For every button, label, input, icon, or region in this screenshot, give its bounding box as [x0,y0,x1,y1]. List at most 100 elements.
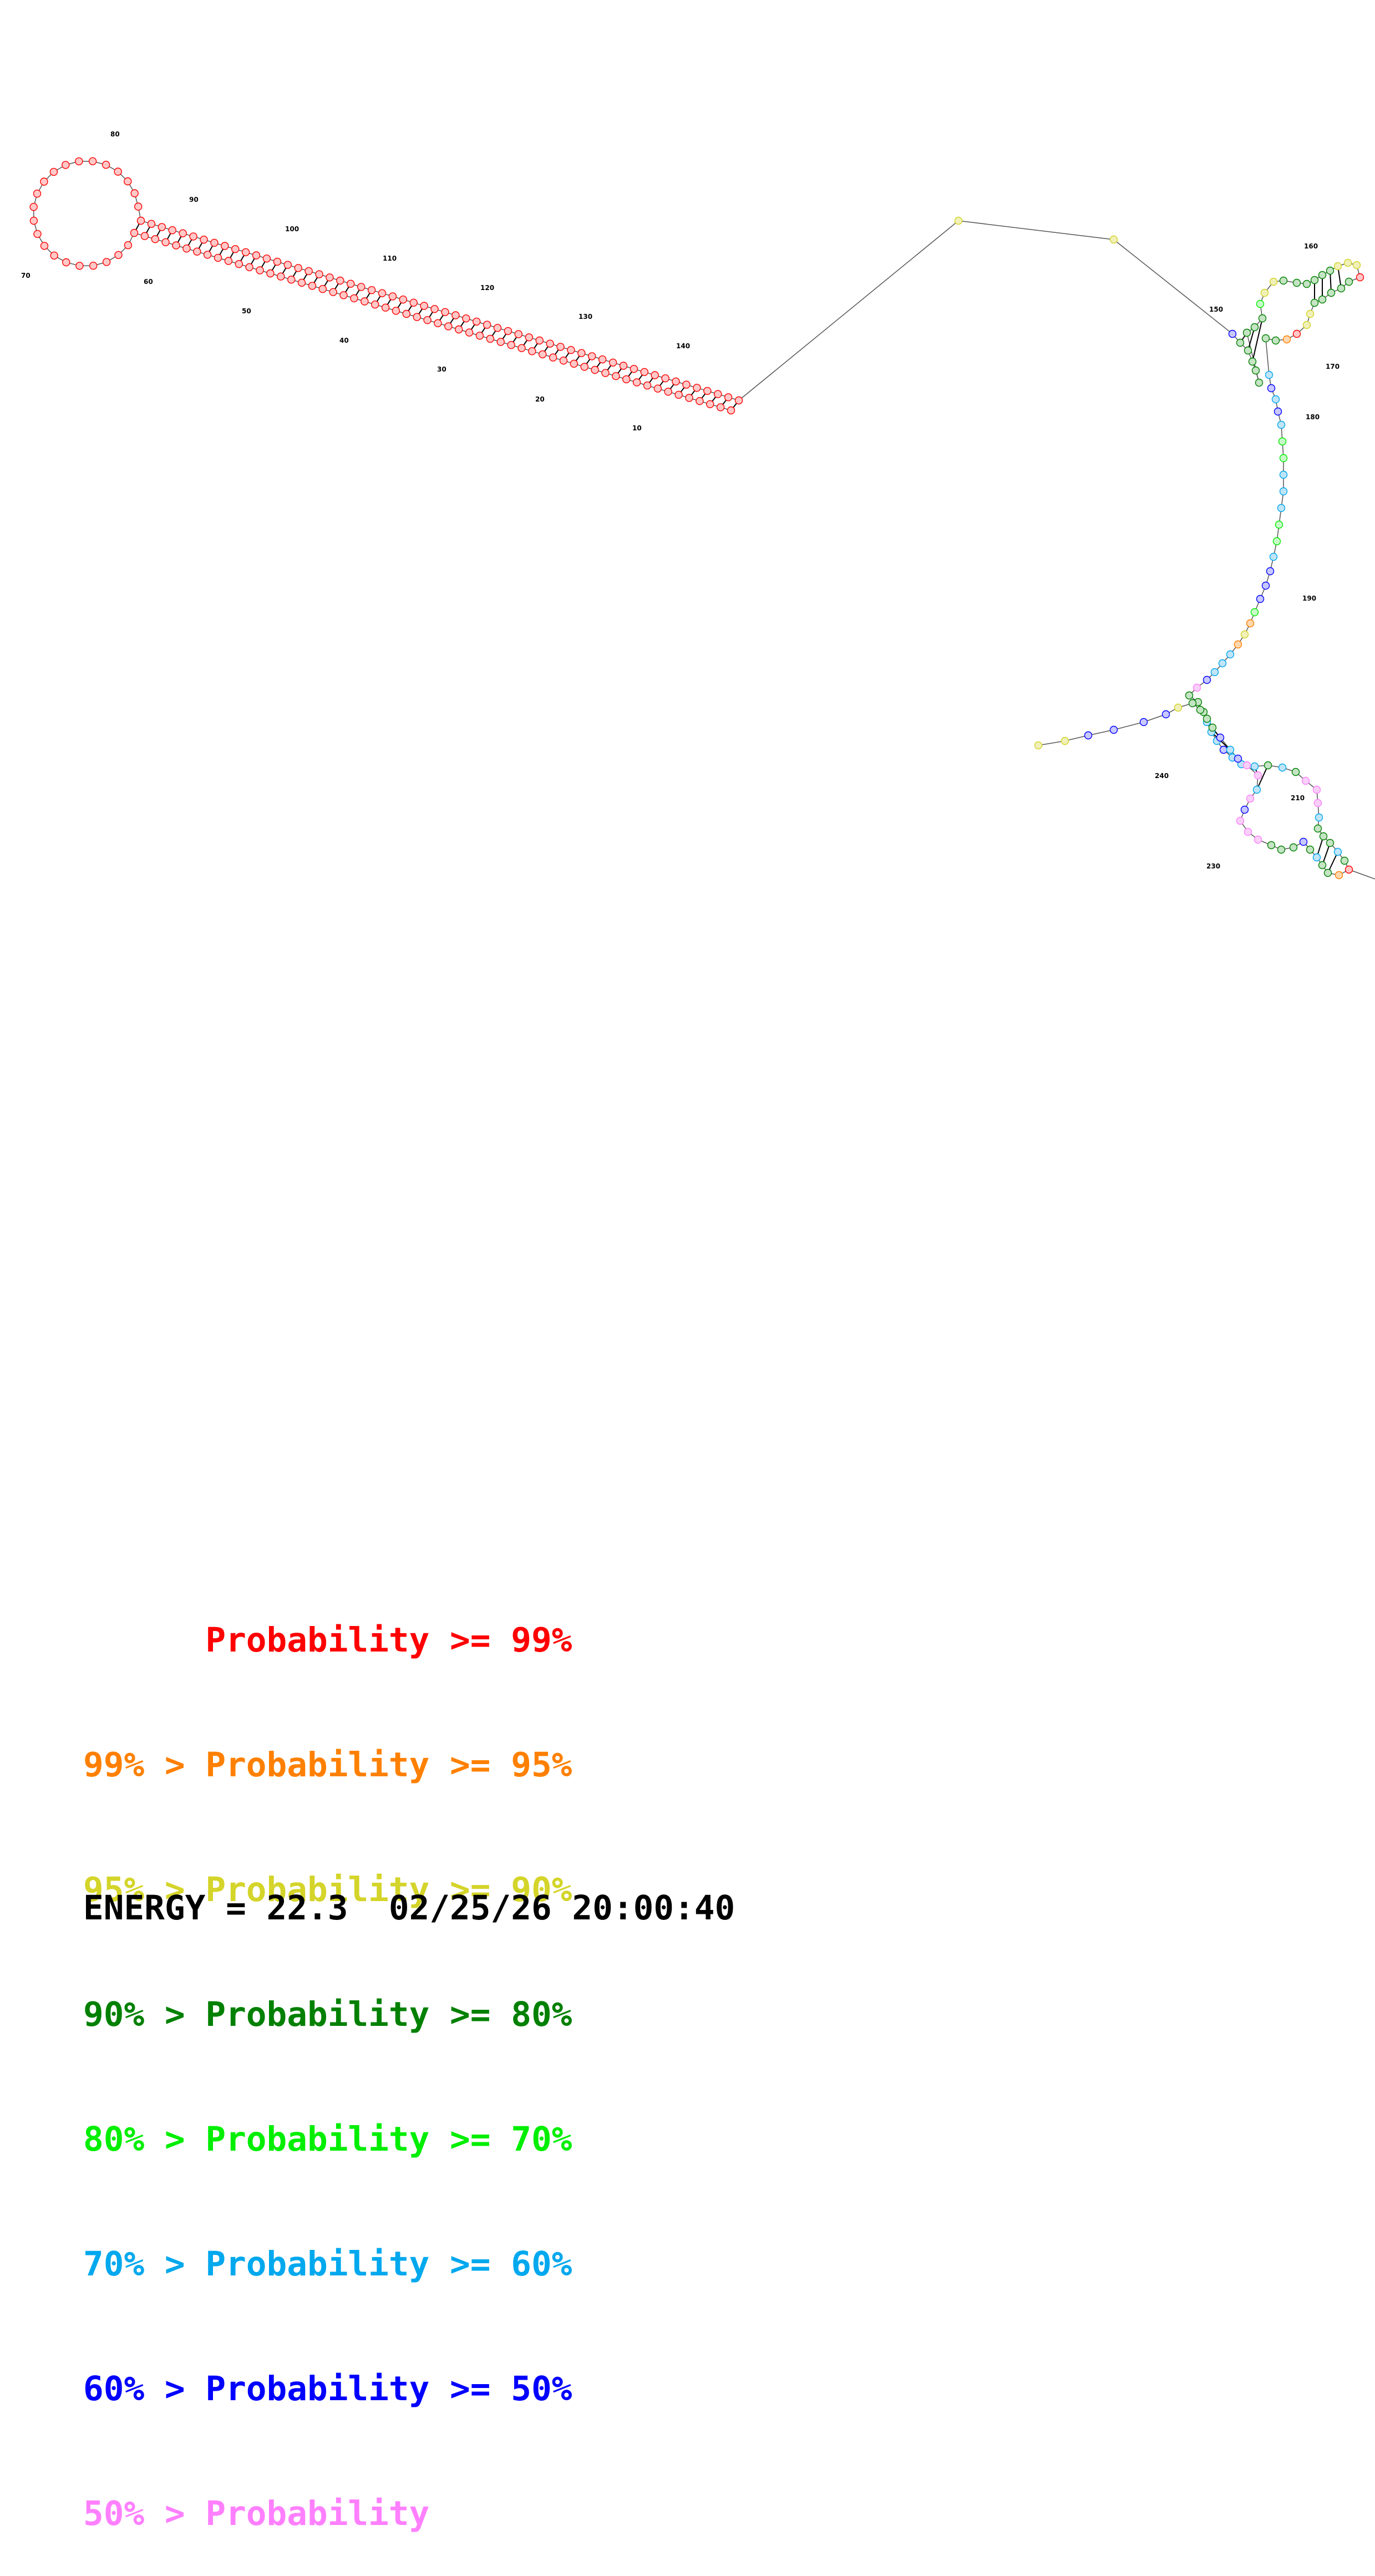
nucleotide-18 [549,353,557,362]
nucleotide-135 [703,387,712,395]
nucleotide-27 [455,325,463,334]
nucleotide-52 [193,247,201,256]
nucleotide-208 [1250,762,1259,771]
nucleotide-90 [231,245,240,253]
nucleotide-219 [1333,847,1342,856]
pos-label-160: 160 [1304,242,1318,250]
nucleotide-93 [262,255,271,263]
nucleotide-72 [49,167,58,176]
nucleotide-126 [608,358,617,367]
nucleotide-197 [1203,675,1211,684]
nucleotide-158 [1326,266,1335,275]
nucleotide-233 [1236,816,1245,825]
nucleotide-62 [89,261,98,270]
nucleotide-209 [1264,761,1272,770]
nucleotide-139 [954,216,963,225]
nucleotide-137 [724,393,733,402]
nucleotide-236 [1252,785,1261,794]
nucleotide-186 [1269,552,1278,561]
nucleotide-112 [462,314,470,323]
nucleotide-147 [1242,328,1251,337]
nucleotide-163 [1344,277,1353,286]
nucleotide-239 [1234,754,1242,763]
nucleotide-214 [1313,799,1322,807]
nucleotide-94 [273,257,282,266]
nucleotide-88 [210,238,219,247]
nucleotide-170 [1292,329,1301,338]
nucleotide-118 [525,333,533,342]
nucleotide-21 [517,344,526,352]
nucleotide-81 [136,216,145,225]
base-pair-bond-60 [1247,327,1255,351]
nucleotide-146 [1255,378,1264,387]
nucleotide-243 [1203,714,1211,723]
nucleotide-78 [124,177,132,186]
rna-structure-diagram: 10 20 30 40 50 60 70 80 90 100 110 120 1… [21,130,1375,880]
nucleotide-74 [75,157,83,166]
nucleotide-35 [371,300,379,309]
legend-band-below-50: 50% > Probability [83,2494,430,2533]
nucleotide-115 [493,324,502,332]
nucleotide-53 [182,244,191,253]
pos-label-210: 210 [1291,794,1305,802]
nucleotide-64 [62,258,70,267]
nucleotide-225 [1312,853,1321,862]
nucleotide-183 [1277,504,1286,512]
nucleotide-11 [622,375,631,384]
nucleotide-251 [1061,736,1069,745]
nucleotide-86 [189,232,197,241]
nucleotide-69 [29,202,38,211]
nucleotide-102 [357,283,366,291]
nucleotide-187 [1266,567,1275,576]
nucleotide-212 [1301,776,1310,785]
nucleotide-160 [1343,258,1352,267]
nucleotide-190 [1250,608,1259,617]
nucleotide-73 [62,161,70,169]
nucleotide-28 [444,322,453,331]
nucleotide-66 [40,242,49,250]
nucleotide-181 [1279,470,1288,479]
nucleotide-57 [140,232,149,240]
nucleotide-29 [434,319,442,327]
nucleotide-232 [1244,827,1252,836]
nucleotide-217 [1319,832,1328,841]
nucleotide-43 [287,276,296,284]
nucleotide-116 [504,327,513,336]
pos-label-50: 50 [242,307,251,315]
nucleotide-229 [1277,845,1286,854]
nucleotide-130 [651,371,659,379]
legend-band-50: 60% > Probability >= 50% [83,2369,572,2409]
nucleotide-196 [1210,668,1219,677]
base-pair-bond-61 [1252,318,1263,362]
legend-band-60: 70% > Probability >= 60% [83,2244,572,2284]
nucleotide-14 [591,365,599,374]
nucleotide-79 [130,189,139,197]
nucleotide-169 [1302,321,1311,329]
nucleotide-149 [1258,314,1267,323]
pos-label-130: 130 [579,313,592,321]
nucleotide-38 [339,291,348,299]
nucleotide-222 [1335,871,1343,880]
nucleotide-159 [1333,262,1342,271]
nucleotide-178 [1277,420,1286,429]
nucleotide-234 [1240,805,1249,814]
nucleotide-97 [305,267,313,276]
nucleotide-136 [713,390,722,398]
nucleotide-171 [1282,335,1291,344]
pos-label-140: 140 [676,342,690,350]
nucleotide-240 [1226,745,1235,754]
legend-band-80: 90% > Probability >= 80% [83,1995,572,2034]
nucleotide-24 [486,334,494,343]
nucleotide-205 [1219,745,1228,754]
nucleotide-142 [1236,338,1245,347]
nucleotide-161 [1352,261,1361,270]
nucleotide-40 [318,284,327,293]
nucleotide-96 [294,264,302,272]
pos-label-190: 190 [1302,595,1316,602]
nucleotide-129 [640,368,649,376]
nucleotide-39 [329,288,337,296]
nucleotide-228 [1289,843,1298,852]
pos-label-180: 180 [1306,413,1320,421]
nucleotide-215 [1315,813,1323,822]
nucleotide-140 [1109,235,1118,244]
